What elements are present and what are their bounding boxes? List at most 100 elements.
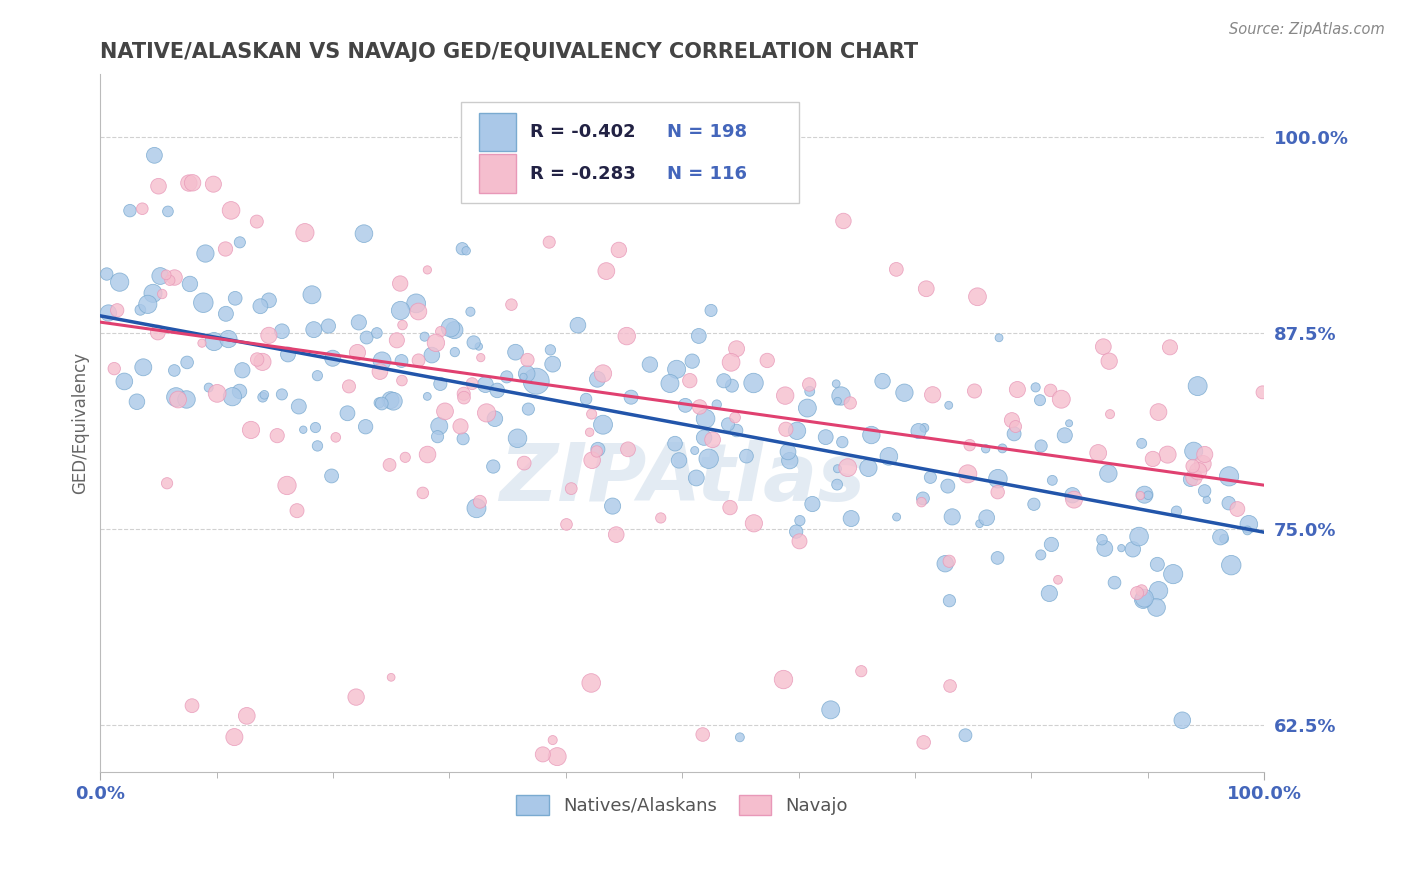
Point [579, 676, 602, 690]
Point [789, 534, 811, 549]
Point [505, 345, 527, 359]
Point [460, 304, 482, 318]
Point [1146, 600, 1168, 615]
Point [706, 398, 728, 412]
Point [252, 390, 274, 404]
Point [475, 406, 498, 420]
Point [785, 524, 807, 539]
Point [742, 516, 765, 531]
Point [202, 334, 225, 349]
Point [224, 291, 246, 305]
Point [176, 355, 198, 369]
Point [974, 442, 997, 456]
Point [131, 202, 153, 216]
Point [1194, 447, 1216, 461]
Point [253, 388, 276, 402]
Point [394, 450, 416, 465]
Point [146, 326, 169, 340]
Point [484, 411, 506, 425]
Point [516, 353, 538, 368]
Point [214, 242, 236, 256]
Point [366, 326, 388, 340]
Point [474, 377, 496, 392]
Point [991, 442, 1014, 456]
Point [450, 419, 472, 434]
Point [1053, 428, 1076, 442]
Point [1132, 592, 1154, 607]
Legend: Natives/Alaskans, Navajo: Natives/Alaskans, Navajo [516, 795, 848, 815]
Point [1237, 517, 1260, 532]
Point [177, 176, 200, 190]
Point [1171, 713, 1194, 727]
Point [692, 727, 714, 741]
Point [413, 329, 436, 343]
Point [602, 499, 624, 513]
Point [934, 557, 956, 571]
Point [665, 362, 688, 376]
Point [524, 374, 547, 388]
Point [219, 203, 242, 218]
Point [735, 449, 758, 463]
Point [181, 176, 204, 190]
Point [344, 690, 367, 705]
Point [1098, 354, 1121, 368]
Text: NATIVE/ALASKAN VS NAVAJO GED/EQUIVALENCY CORRELATION CHART: NATIVE/ALASKAN VS NAVAJO GED/EQUIVALENCY… [100, 42, 918, 62]
Point [1092, 340, 1115, 354]
Point [988, 331, 1011, 345]
Point [541, 733, 564, 747]
Point [877, 450, 900, 464]
Point [685, 471, 707, 485]
Point [773, 388, 796, 402]
Point [1218, 496, 1240, 510]
Point [143, 148, 166, 162]
Point [112, 375, 135, 389]
Point [378, 458, 401, 472]
Point [966, 290, 988, 304]
Point [434, 404, 457, 418]
Point [165, 390, 187, 404]
Point [1182, 444, 1205, 458]
Point [915, 282, 938, 296]
Point [720, 355, 742, 369]
Point [688, 329, 710, 343]
Point [353, 227, 375, 241]
Point [1094, 541, 1116, 556]
Point [1039, 384, 1062, 398]
Point [125, 394, 148, 409]
Point [1166, 504, 1188, 518]
Point [163, 363, 186, 377]
Point [425, 335, 447, 350]
Point [1122, 542, 1144, 557]
Point [713, 374, 735, 388]
Point [717, 417, 740, 432]
Text: N = 116: N = 116 [666, 165, 747, 183]
Point [546, 749, 568, 764]
Point [197, 380, 219, 394]
Point [820, 703, 842, 717]
Point [1147, 405, 1170, 419]
Point [837, 460, 859, 475]
Point [1159, 340, 1181, 354]
Point [779, 453, 801, 467]
Point [270, 387, 292, 401]
Point [252, 355, 274, 369]
Point [664, 436, 686, 450]
Point [893, 385, 915, 400]
Point [389, 277, 412, 291]
Point [231, 363, 253, 377]
Point [408, 353, 430, 368]
Point [910, 495, 932, 509]
Point [575, 392, 598, 406]
Point [912, 421, 935, 435]
Point [461, 376, 484, 391]
Point [959, 438, 981, 452]
Point [1142, 452, 1164, 467]
Point [389, 303, 412, 318]
Point [347, 315, 370, 329]
Point [825, 477, 848, 491]
Point [581, 407, 603, 421]
Point [429, 325, 451, 339]
Point [799, 377, 821, 392]
Point [1195, 492, 1218, 507]
Point [987, 485, 1010, 500]
